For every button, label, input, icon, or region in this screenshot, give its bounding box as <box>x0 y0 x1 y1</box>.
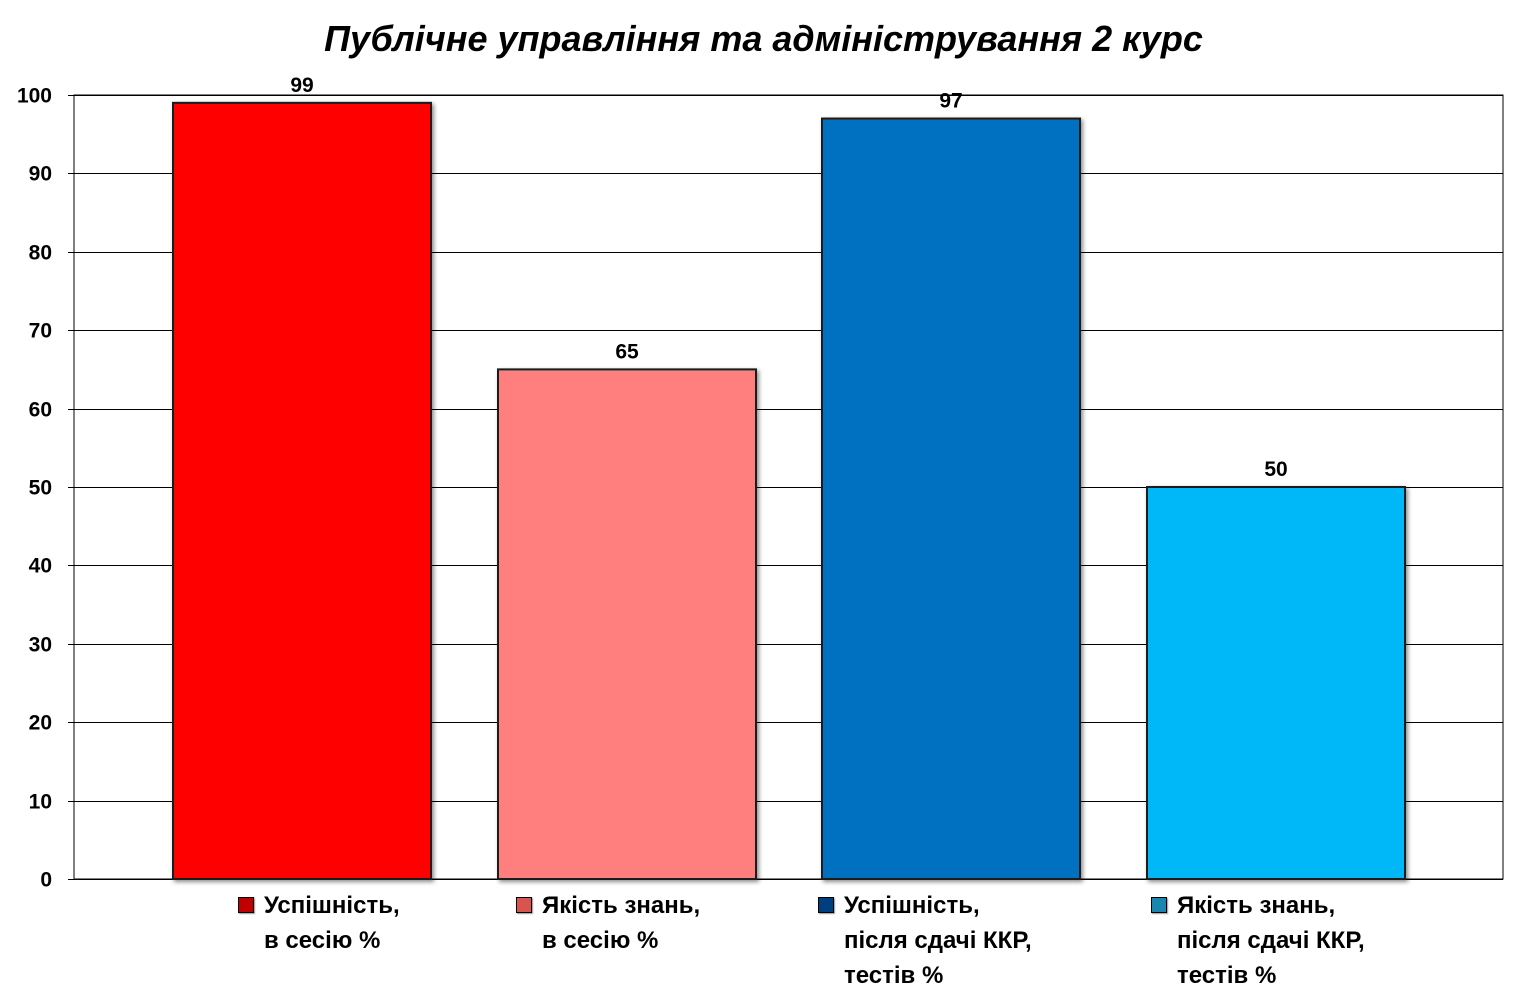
y-tick-label: 40 <box>29 555 52 578</box>
y-tick-label: 80 <box>29 242 52 265</box>
legend-label: Успішність, в сесію % <box>264 892 400 954</box>
bar <box>497 368 757 880</box>
legend-swatch <box>818 897 834 913</box>
y-tick-label: 90 <box>29 163 52 186</box>
y-tick-label: 30 <box>29 634 52 657</box>
legend-item: Успішність, після сдачі ККР, тестів % <box>818 888 1032 993</box>
y-tick-label: 20 <box>29 712 52 735</box>
legend-swatch <box>1151 897 1167 913</box>
data-label: 99 <box>290 74 313 97</box>
legend-label: Успішність, після сдачі ККР, тестів % <box>844 892 1032 989</box>
legend-swatch <box>516 897 532 913</box>
data-label: 65 <box>615 340 639 363</box>
y-tick-label: 60 <box>29 399 52 422</box>
data-label: 50 <box>1264 458 1287 481</box>
data-labels: 99 65 97 50 <box>290 74 1287 481</box>
y-tick-label: 100 <box>17 85 52 108</box>
legend-item: Успішність, в сесію % <box>238 888 400 958</box>
legend-item: Якість знань, після сдачі ККР, тестів % <box>1151 888 1365 993</box>
bar <box>1146 486 1406 880</box>
y-tick-label: 50 <box>29 477 52 500</box>
legend-label: Якість знань, після сдачі ККР, тестів % <box>1177 892 1365 989</box>
legend-label: Якість знань, в сесію % <box>542 892 701 954</box>
bar <box>172 101 432 880</box>
y-tick-label: 70 <box>29 320 52 343</box>
y-tick-label: 10 <box>29 791 52 814</box>
legend-item: Якість знань, в сесію % <box>516 888 700 958</box>
bars <box>172 101 1406 880</box>
legend-swatch <box>238 897 254 913</box>
y-tick-label: 0 <box>40 869 52 892</box>
bar <box>821 117 1081 880</box>
chart-title: Публічне управління та адміністрування 2… <box>324 18 1203 59</box>
y-axis: 0 10 20 30 40 50 60 70 80 90 100 <box>17 85 52 892</box>
data-label: 97 <box>939 90 962 113</box>
